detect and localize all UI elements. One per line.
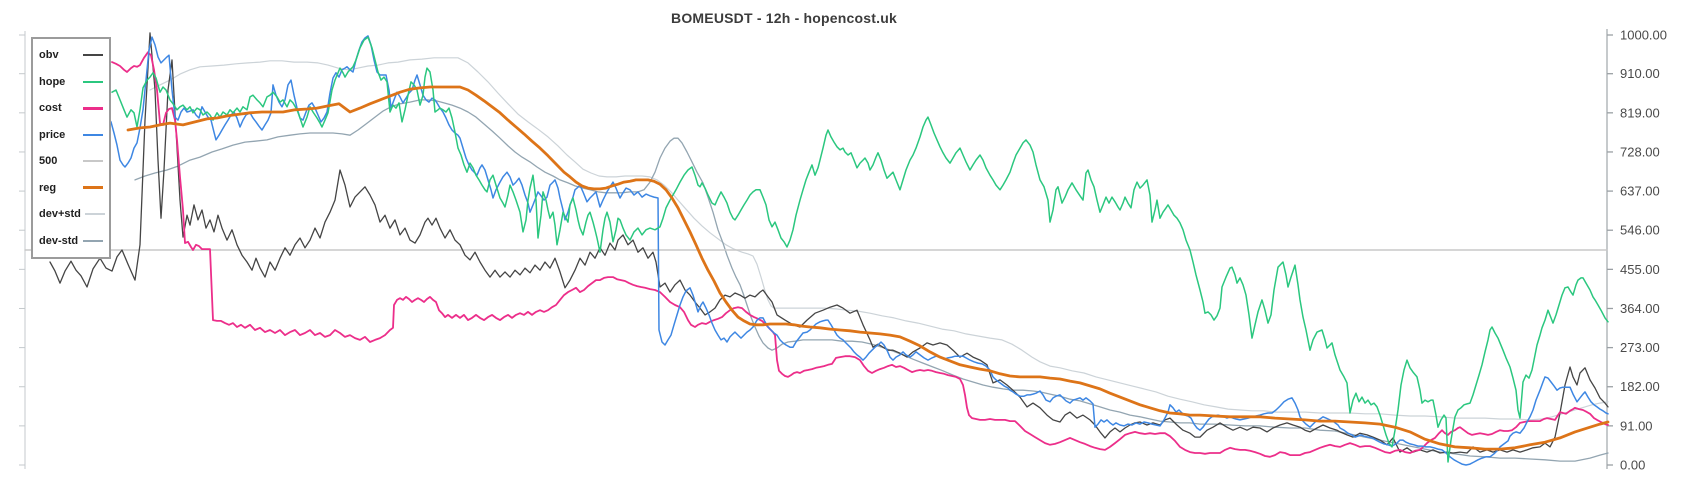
chart-title: BOMEUSDT - 12h - hopencost.uk [671,10,897,26]
legend-line-swatch [83,186,103,190]
legend-label: cost [39,102,62,115]
series-obv[interactable] [49,32,1609,454]
series-reg[interactable] [126,85,1610,451]
y-axis-tick-label: 455.00 [1620,262,1660,277]
legend-label: obv [39,49,59,62]
legend-item-500[interactable]: 500 [39,149,103,173]
y-axis-tick-label: 819.00 [1620,105,1660,120]
legend-item-hope[interactable]: hope [39,70,103,94]
y-axis-tick-label: 91.00 [1620,418,1653,433]
series-dev-std[interactable] [134,99,1609,462]
series-cost[interactable] [111,51,1609,458]
legend-label: dev-std [39,234,79,247]
series-hope[interactable] [111,36,1609,463]
y-axis-tick-label: 728.00 [1620,144,1660,159]
legend-line-swatch [83,54,103,57]
legend-item-reg[interactable]: reg [39,176,103,200]
series-dev+std[interactable] [149,57,1609,421]
legend-label: dev+std [39,208,81,221]
legend-line-swatch [83,160,103,163]
y-axis-tick-label: 182.00 [1620,379,1660,394]
legend-line-swatch [83,80,103,83]
y-axis-tick-label: 910.00 [1620,66,1660,81]
legend-item-dev+std[interactable]: dev+std [39,202,105,226]
y-axis-tick-label: 364.00 [1620,301,1660,316]
legend-item-dev-std[interactable]: dev-std [39,229,103,253]
y-axis-tick-label: 0.00 [1620,458,1645,473]
legend-line-swatch [83,239,103,242]
legend-label: 500 [39,155,58,168]
legend[interactable]: obv hope cost price 500 reg dev+std dev-std [31,37,111,259]
legend-line-swatch [84,213,105,216]
y-axis-tick-label: 637.00 [1620,184,1660,199]
legend-line-swatch [83,133,103,136]
legend-label: hope [39,75,66,88]
legend-label: price [39,128,66,141]
series-price[interactable] [107,35,1609,466]
legend-item-obv[interactable]: obv [39,43,103,67]
legend-item-price[interactable]: price [39,123,103,147]
y-axis-tick-label: 273.00 [1620,340,1660,355]
y-axis-tick-label: 1000.00 [1620,28,1667,43]
y-axis-tick-label: 546.00 [1620,223,1660,238]
legend-line-swatch [83,106,103,110]
legend-label: reg [39,181,57,194]
legend-item-cost[interactable]: cost [39,96,103,120]
